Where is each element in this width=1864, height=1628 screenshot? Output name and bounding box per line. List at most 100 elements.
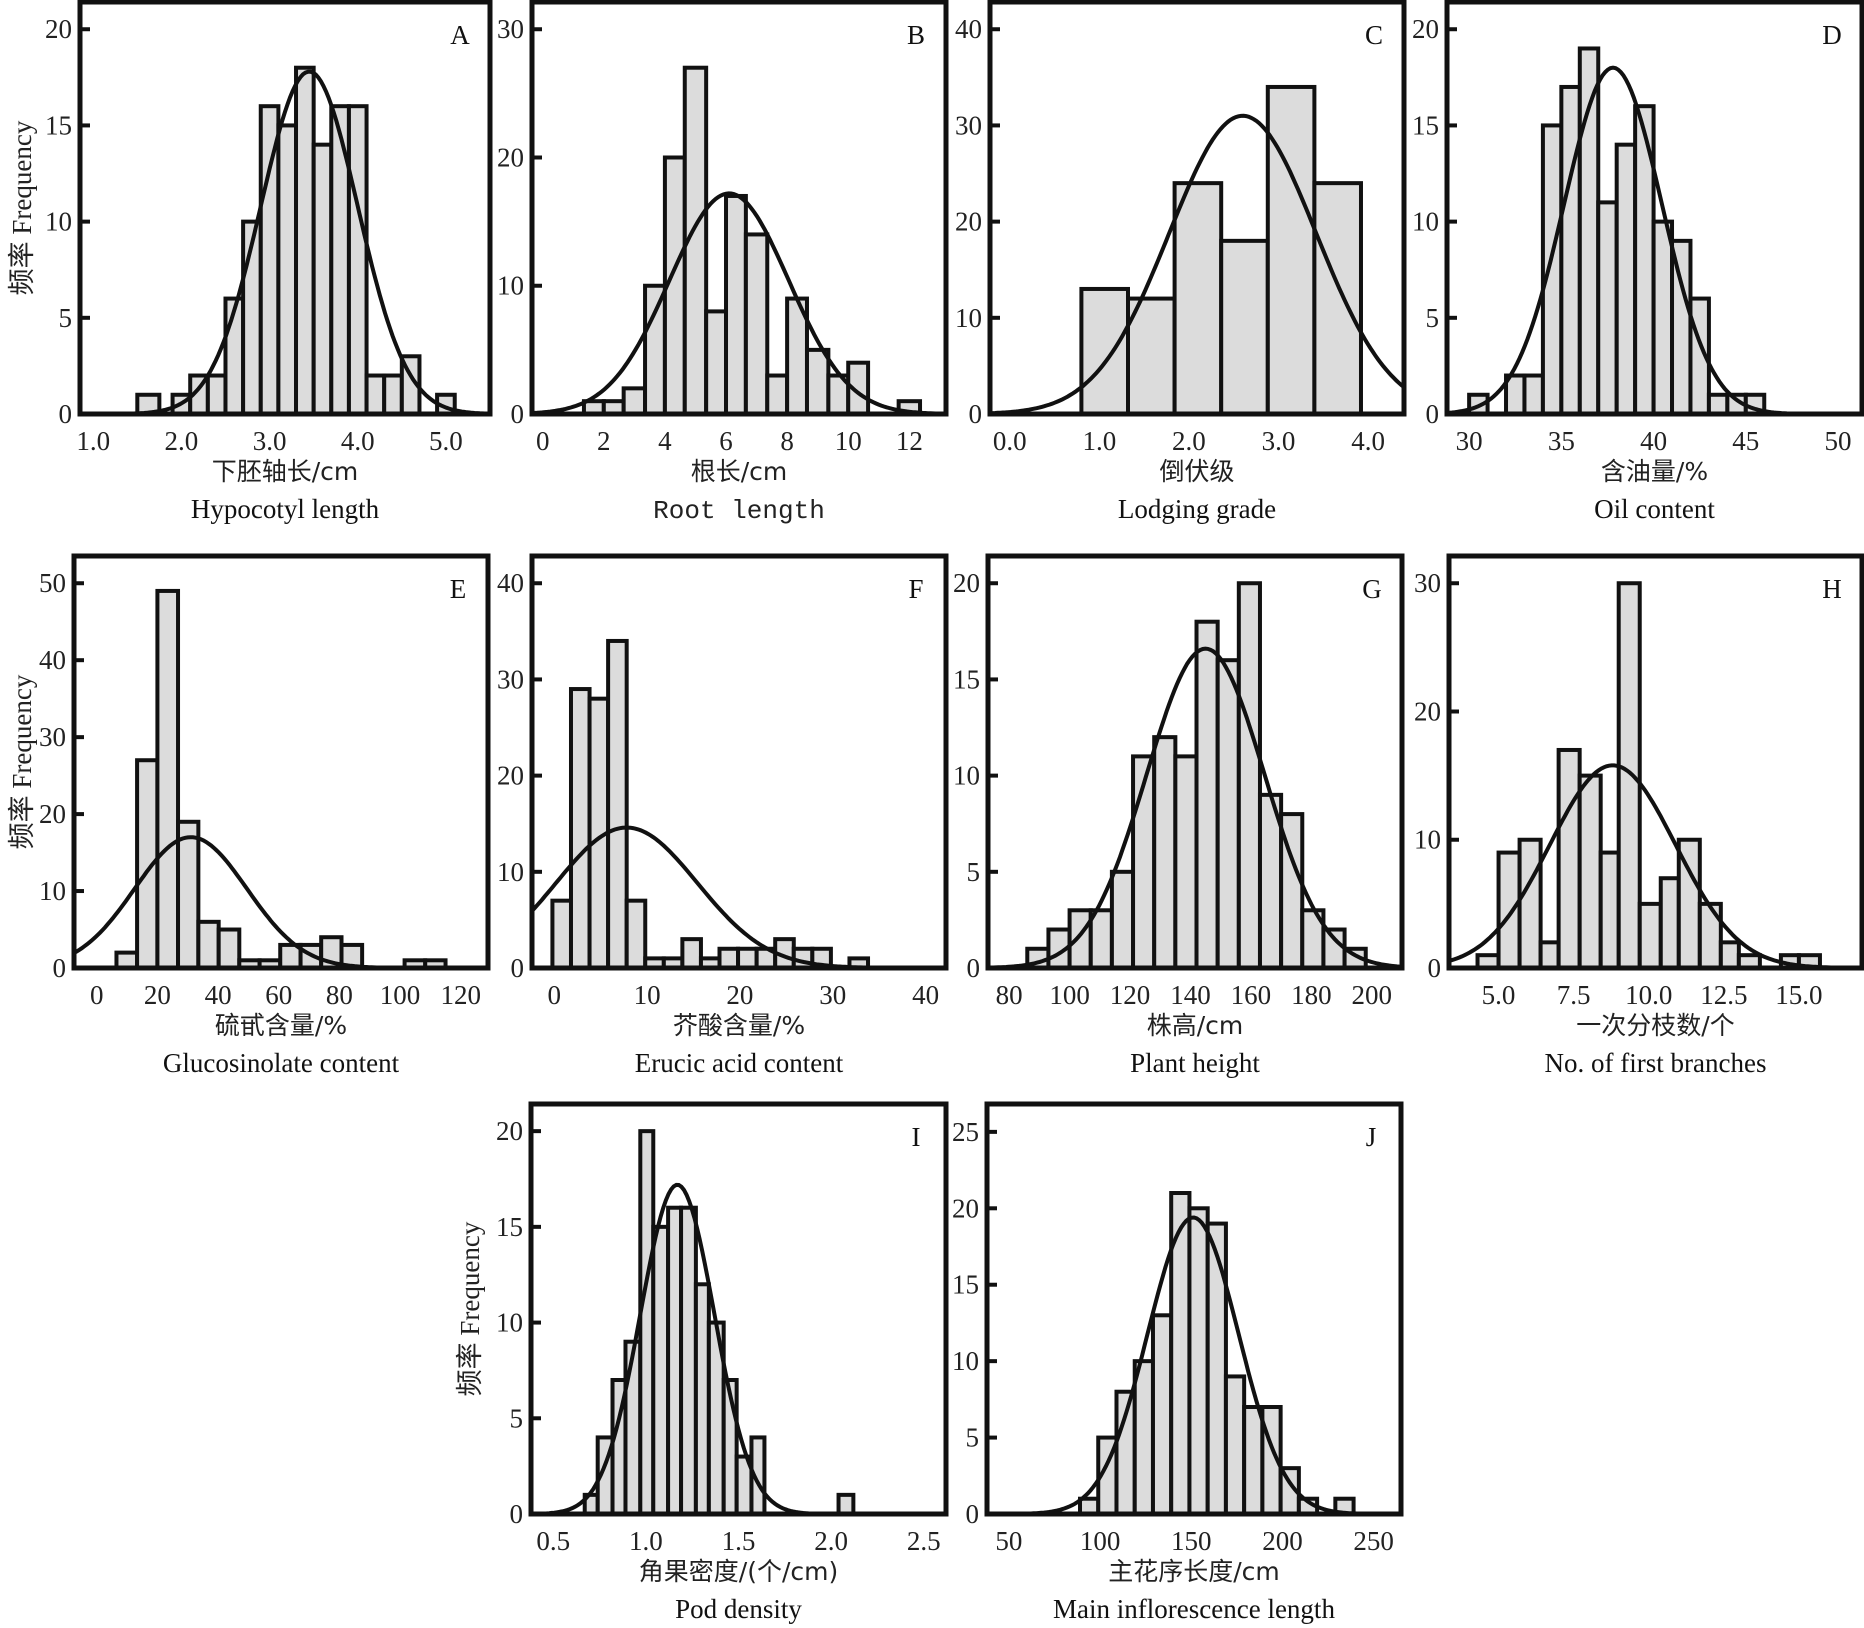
- x-tick-label: 1.0: [1082, 426, 1116, 456]
- y-tick-label: 20: [1414, 696, 1441, 726]
- histogram-bar: [1598, 850, 1621, 970]
- histogram-bar: [1651, 219, 1675, 416]
- histogram-bar: [1067, 908, 1093, 970]
- y-tick-label: 15: [952, 1270, 979, 1300]
- x-axis-title-en: Oil content: [1594, 494, 1715, 524]
- x-tick-label: 40: [912, 980, 939, 1010]
- plot-frame: [1446, 553, 1864, 971]
- panel-letter: A: [450, 20, 470, 50]
- x-axis-title-cn: 根长/cm: [691, 457, 788, 486]
- x-tick-label: 40: [205, 980, 232, 1010]
- x-tick-label: 12: [896, 426, 923, 456]
- histogram-bar: [1321, 927, 1347, 970]
- y-tick-label: 10: [45, 207, 72, 237]
- histogram-bar: [1312, 181, 1363, 416]
- x-tick-label: 80: [996, 980, 1023, 1010]
- y-axis-title: 频率 Frequency: [7, 674, 37, 849]
- y-tick-label: 15: [496, 1212, 523, 1242]
- y-tick-label: 15: [45, 110, 72, 140]
- plot-frame: [529, 553, 949, 971]
- panel-j: 0 5 10 15 20 25 50 100 150 200 250 J 主花序长度/cm Main in…: [952, 1101, 1404, 1624]
- histogram-bar: [1577, 773, 1603, 970]
- histogram-bar: [311, 142, 334, 417]
- histogram-bar: [346, 104, 369, 416]
- y-tick-label: 10: [1414, 825, 1441, 855]
- histogram-bar: [1522, 373, 1545, 416]
- x-tick-label: 0: [90, 980, 104, 1010]
- x-tick-label: 4.0: [1351, 426, 1385, 456]
- panel-letter: B: [907, 20, 925, 50]
- x-axis-title-en: Glucosinolate content: [163, 1048, 400, 1078]
- x-axis-title-cn: 下胚轴长/cm: [212, 457, 359, 486]
- histogram-bar: [1614, 142, 1638, 417]
- plot-frame: [77, 0, 493, 417]
- histogram-bar: [1173, 754, 1199, 971]
- y-tick-label: 40: [497, 568, 524, 598]
- histogram-bar: [1088, 908, 1114, 970]
- histogram-bar: [1194, 619, 1220, 970]
- normal-fit-curve: [531, 191, 946, 416]
- x-tick-label: 2.0: [814, 1526, 848, 1556]
- y-tick-label: 10: [1412, 207, 1439, 237]
- histogram-bar: [216, 927, 242, 970]
- y-tick-label: 20: [496, 1116, 523, 1146]
- y-tick-label: 40: [955, 14, 982, 44]
- x-tick-label: 50: [1825, 426, 1852, 456]
- y-tick-label: 15: [953, 664, 980, 694]
- histogram-bar: [1215, 658, 1241, 970]
- x-tick-label: 0.0: [993, 426, 1027, 456]
- histogram-bar: [1517, 837, 1543, 970]
- histogram-bar: [1596, 200, 1619, 416]
- y-tick-label: 40: [39, 645, 66, 675]
- histogram-bar: [724, 193, 748, 416]
- x-tick-label: 0.5: [536, 1526, 570, 1556]
- histogram-bar: [623, 1339, 643, 1516]
- y-axis-title: 频率 Frequency: [7, 120, 37, 295]
- x-tick-label: 3.0: [1262, 426, 1296, 456]
- histogram-bar: [1637, 901, 1663, 970]
- y-tick-label: 10: [497, 271, 524, 301]
- histogram-bar: [1152, 735, 1178, 971]
- panel-a: 0 5 10 15 20 1.0 2.0 3.0 4.0 5.0 A 下胚轴长/cm Hypocotyl…: [7, 0, 493, 524]
- x-tick-label: 80: [326, 980, 353, 1010]
- plot-frame: [1444, 0, 1864, 417]
- histogram-bar: [1496, 850, 1522, 970]
- x-axis-title-en: Plant height: [1130, 1048, 1260, 1078]
- y-tick-label: 0: [59, 399, 73, 429]
- histogram-bar: [1219, 238, 1270, 416]
- y-tick-label: 0: [1426, 399, 1440, 429]
- y-tick-label: 30: [497, 664, 524, 694]
- histogram-bar: [1559, 84, 1582, 416]
- histogram-bar: [382, 373, 404, 416]
- panel-letter: G: [1362, 574, 1382, 604]
- histogram-bar: [1616, 581, 1642, 970]
- histogram-bar: [1556, 747, 1582, 971]
- histogram-bar: [1242, 1405, 1265, 1516]
- panel-h: 0 10 20 30 5.0 7.5 10.0 12.5 15.0 H 一次分枝数/个 No. of …: [1414, 553, 1864, 1078]
- x-tick-label: 10.0: [1625, 980, 1672, 1010]
- histogram-bar: [1658, 876, 1681, 971]
- x-tick-label: 100: [1080, 1526, 1121, 1556]
- panel-letter: H: [1822, 574, 1842, 604]
- y-tick-label: 20: [1412, 14, 1439, 44]
- x-tick-label: 120: [440, 980, 481, 1010]
- histogram-bar: [1236, 581, 1262, 970]
- panel-c: 0 10 20 30 40 0.0 1.0 2.0 3.0 4.0 C 倒伏级 Lodging grad…: [955, 0, 1407, 524]
- histogram-bar: [276, 123, 299, 417]
- x-axis-title-cn: 一次分枝数/个: [1576, 1011, 1734, 1040]
- histogram-bar: [717, 946, 741, 970]
- histogram-bar: [704, 309, 729, 416]
- y-tick-label: 10: [497, 857, 524, 887]
- histogram-bar: [1172, 181, 1224, 416]
- histogram-bar: [364, 373, 387, 416]
- y-tick-label: 20: [953, 568, 980, 598]
- histogram-bar: [743, 232, 770, 416]
- y-tick-label: 10: [952, 1346, 979, 1376]
- histogram-bar: [550, 898, 573, 971]
- panel-e: 0 10 20 30 40 50 0 20 40 60 80 100 120 E 硫甙含量/% Glucosi…: [7, 553, 491, 1078]
- x-tick-label: 50: [995, 1526, 1022, 1556]
- y-tick-label: 5: [967, 857, 981, 887]
- x-tick-label: 8: [780, 426, 794, 456]
- x-tick-label: 60: [265, 980, 292, 1010]
- x-tick-label: 20: [144, 980, 171, 1010]
